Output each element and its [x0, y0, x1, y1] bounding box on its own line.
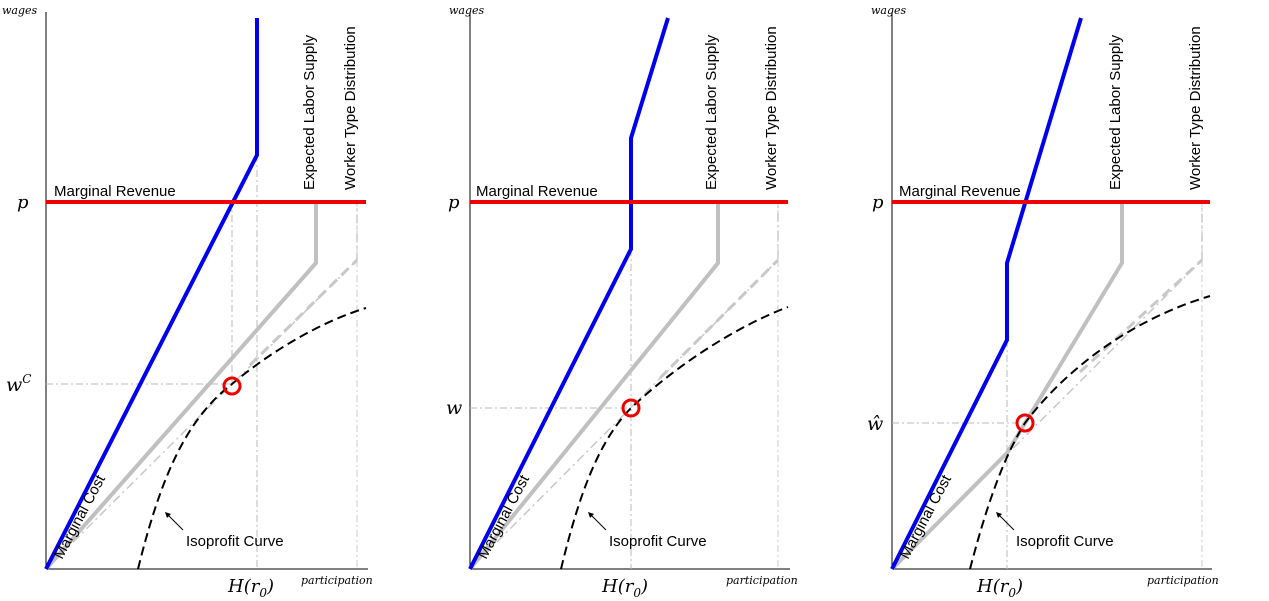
- expected-labor-supply-curve: [44, 200, 318, 571]
- isoprofit-curve-label: Isoprofit Curve: [609, 533, 707, 550]
- y-axis-word: wages: [449, 4, 485, 17]
- worker-type-distribution-label: Worker Type Distribution: [1187, 26, 1204, 190]
- equilibrium-marker: [1015, 413, 1035, 433]
- x-axis-word: participation: [1147, 574, 1219, 587]
- expected-labor-supply-label: Expected Labor Supply: [301, 34, 318, 190]
- isoprofit-arrow: [589, 513, 607, 531]
- marginal-cost-label: Marginal Cost: [475, 471, 534, 561]
- p-tick-label: p: [872, 192, 884, 213]
- isoprofit-curve: [969, 295, 1211, 570]
- worker-type-distribution-dashed: [1078, 258, 1204, 374]
- isoprofit-arrow: [997, 513, 1015, 531]
- marginal-cost-curve: [44, 18, 259, 570]
- marginal-revenue-label: Marginal Revenue: [54, 183, 176, 200]
- x-axis-word: participation: [726, 574, 798, 587]
- worker-type-distribution-label: Worker Type Distribution: [763, 26, 780, 190]
- isoprofit-arrowhead: [996, 512, 1002, 518]
- isoprofit-arrowhead: [588, 512, 594, 518]
- h-r0-tick-label: H(r0): [976, 576, 1023, 600]
- h-r0-tick-label: H(r0): [227, 576, 274, 600]
- expected-labor-supply-label: Expected Labor Supply: [1107, 34, 1124, 190]
- panel-1: wages participation Marginal Revenue Iso…: [2, 4, 373, 600]
- isoprofit-curve: [137, 307, 367, 570]
- isoprofit-curve-label: Isoprofit Curve: [186, 533, 284, 550]
- h-r0-tick-label: H(r0): [601, 576, 648, 600]
- y-axis-word: wages: [871, 4, 907, 17]
- marginal-revenue-label: Marginal Revenue: [476, 183, 598, 200]
- x-axis-word: participation: [301, 574, 373, 587]
- wage-tick-label: wC: [6, 372, 31, 396]
- p-tick-label: p: [448, 192, 460, 213]
- marginal-revenue-label: Marginal Revenue: [899, 183, 1021, 200]
- panel-2: wages participation Marginal Revenue Iso…: [446, 4, 798, 600]
- expected-labor-supply-label: Expected Labor Supply: [703, 34, 720, 190]
- equilibrium-marker: [621, 398, 641, 418]
- marginal-cost-label: Marginal Cost: [51, 471, 110, 561]
- expected-labor-supply-curve: [890, 200, 1124, 571]
- wage-tick-label: w: [446, 397, 462, 419]
- worker-type-distribution-dashed: [248, 258, 359, 367]
- expected-labor-supply-curve: [468, 200, 720, 571]
- isoprofit-curve-label: Isoprofit Curve: [1016, 533, 1114, 550]
- p-tick-label: p: [17, 192, 29, 213]
- wage-tick-label: ŵ: [867, 413, 883, 435]
- marginal-cost-curve: [468, 17, 670, 570]
- isoprofit-arrow: [166, 513, 184, 531]
- worker-type-distribution-label: Worker Type Distribution: [342, 26, 359, 190]
- equilibrium-marker: [222, 376, 242, 396]
- isoprofit-curve: [560, 306, 789, 570]
- panel-3: wages participation Marginal Revenue Iso…: [867, 4, 1219, 600]
- isoprofit-arrowhead: [165, 512, 171, 518]
- y-axis-word: wages: [2, 4, 38, 17]
- worker-type-distribution-dashed: [658, 258, 780, 380]
- marginal-cost-curve: [890, 17, 1083, 570]
